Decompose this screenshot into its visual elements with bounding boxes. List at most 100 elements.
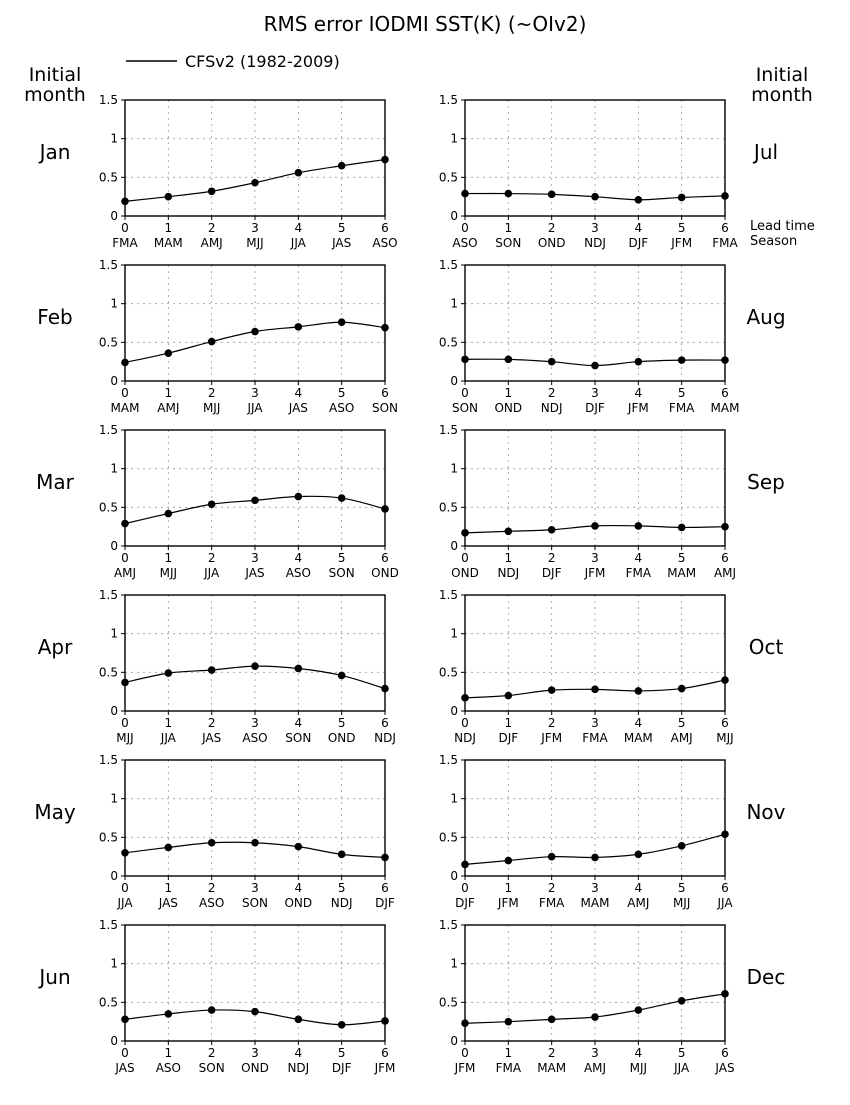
panel-oct-data-point: [547, 686, 556, 694]
panel-feb-season-label: JAS: [288, 401, 308, 415]
panel-sep-data-point: [547, 525, 556, 534]
panel-jul-season-label: NDJ: [584, 236, 606, 250]
panel-nov-ytick-label: 1: [450, 792, 458, 806]
panel-dec-month-label: Dec: [747, 965, 786, 989]
panel-feb-data-point: [381, 323, 389, 332]
panel-oct-xtick-label: 6: [721, 716, 729, 730]
panel-jun-xtick-label: 0: [121, 1046, 129, 1060]
panel-jul-xtick-label: 0: [461, 221, 469, 235]
panel-mar-month-label: Mar: [36, 470, 75, 494]
panel-nov-xtick-label: 1: [505, 881, 513, 895]
panel-mar-data-point: [164, 509, 173, 518]
panel-mar-season-label: MJJ: [160, 566, 177, 580]
panel-sep-data-point: [591, 522, 599, 530]
panel-feb-xtick-label: 0: [121, 386, 129, 400]
panel-jul-xtick-label: 4: [635, 221, 643, 235]
panel-feb-ytick-label: 1.5: [99, 258, 118, 272]
panel-jun-data-point: [381, 1017, 389, 1025]
panel-may-data-point: [121, 849, 129, 857]
panel-jan-season-label: AMJ: [201, 236, 223, 250]
lead-time-note: Lead time: [750, 219, 815, 234]
panel-sep-season-label: MAM: [667, 566, 696, 580]
panel-mar-data-point: [294, 492, 303, 501]
panel-jul-ytick-label: 1: [450, 132, 458, 146]
panel-jul-data-point: [461, 189, 469, 198]
panel-nov-season-label: MAM: [581, 896, 610, 910]
panel-jan-xtick-label: 5: [338, 221, 346, 235]
panel-feb-month-label: Feb: [37, 305, 72, 329]
panel-jun-xtick-label: 4: [295, 1046, 303, 1060]
panel-mar-xtick-label: 4: [295, 551, 303, 565]
panel-sep-ytick-label: 0: [450, 539, 458, 553]
panel-aug-season-label: DJF: [585, 401, 605, 415]
panel-oct-ytick-label: 1.5: [439, 588, 458, 602]
panel-sep-season-label: FMA: [626, 566, 652, 580]
right-side-label-line2: month: [751, 84, 813, 106]
panel-apr-ytick-label: 1.5: [99, 588, 118, 602]
panel-dec-ytick-label: 1.5: [439, 918, 458, 932]
panel-mar-xtick-label: 1: [165, 551, 173, 565]
panel-feb-data-point: [121, 358, 129, 367]
panel-aug-season-label: MAM: [711, 401, 740, 415]
panel-nov-data-point: [504, 856, 513, 865]
panel-may-xtick-label: 3: [251, 881, 259, 895]
panel-mar-data-point: [381, 505, 389, 513]
panel-aug-ytick-label: 1: [450, 297, 458, 311]
panel-jan-data-point: [381, 155, 389, 164]
panel-feb-data-point: [251, 327, 259, 336]
panel-apr-season-label: NDJ: [374, 731, 396, 745]
panel-dec-ytick-label: 1: [450, 957, 458, 971]
panel-jan-xtick-label: 1: [165, 221, 173, 235]
panel-may-season-label: NDJ: [331, 896, 353, 910]
panel-sep-season-label: DJF: [542, 566, 562, 580]
panel-may-xtick-label: 4: [295, 881, 303, 895]
panel-apr-data-point: [207, 666, 216, 674]
panel-jun-frame: [124, 924, 386, 1042]
panel-jun-data-point: [294, 1015, 303, 1024]
panels: 00.511.50FMA1MAM2AMJ3MJJ4JJA5JAS6ASOJan0…: [34, 93, 785, 1075]
panel-apr-frame: [124, 594, 386, 712]
panel-mar-data-point: [251, 496, 259, 505]
panel-mar-xtick-label: 0: [121, 551, 129, 565]
panel-may-xtick-label: 0: [121, 881, 129, 895]
panel-nov-xtick-label: 6: [721, 881, 729, 895]
panel-sep-season-label: OND: [451, 566, 479, 580]
panel-nov-data-point: [677, 842, 686, 850]
panel-sep-data-point: [504, 527, 513, 536]
panel-may-data-point: [207, 838, 216, 847]
panel-oct-season-label: DJF: [498, 731, 518, 745]
panel-oct-ytick-label: 0.5: [439, 665, 458, 679]
panel-jan-season-label: ASO: [372, 236, 397, 250]
panel-jun-data-point: [164, 1010, 173, 1018]
panel-sep-data-point: [677, 523, 686, 532]
panel-apr-ytick-label: 0.5: [99, 665, 118, 679]
panel-apr-data-point: [294, 664, 303, 673]
panel-jan-data-point: [251, 178, 259, 187]
panel-jul-data-point: [677, 193, 686, 202]
panel-jan-xtick-label: 3: [251, 221, 259, 235]
panel-jul-xtick-label: 5: [678, 221, 686, 235]
panel-mar-ytick-label: 0.5: [99, 500, 118, 514]
panel-jan-frame: [124, 99, 386, 217]
panel-jul-season-label: OND: [538, 236, 566, 250]
panel-jan-xtick-label: 2: [208, 221, 216, 235]
panel-apr-season-label: JJA: [160, 731, 177, 745]
panel-jun-season-label: JAS: [114, 1061, 134, 1075]
panel-apr-xtick-label: 6: [381, 716, 389, 730]
panel-may-ytick-label: 0: [110, 869, 118, 883]
right-side-label-line1: Initial: [756, 64, 809, 86]
panel-jun-data-point: [251, 1007, 259, 1016]
panel-dec-data-point: [461, 1019, 469, 1028]
panel-jul-xtick-label: 1: [505, 221, 513, 235]
panel-jan-data-point: [294, 168, 303, 177]
panel-mar-xtick-label: 3: [251, 551, 259, 565]
panel-feb-ytick-label: 0.5: [99, 335, 118, 349]
panel-jan-season-label: FMA: [112, 236, 138, 250]
panel-jan-data-point: [164, 192, 173, 201]
panel-feb-xtick-label: 2: [208, 386, 216, 400]
panel-sep-data-point: [461, 529, 469, 537]
panel-sep-data-point: [721, 522, 729, 531]
panel-sep-season-label: JFM: [584, 566, 606, 580]
panel-mar-xtick-label: 2: [208, 551, 216, 565]
